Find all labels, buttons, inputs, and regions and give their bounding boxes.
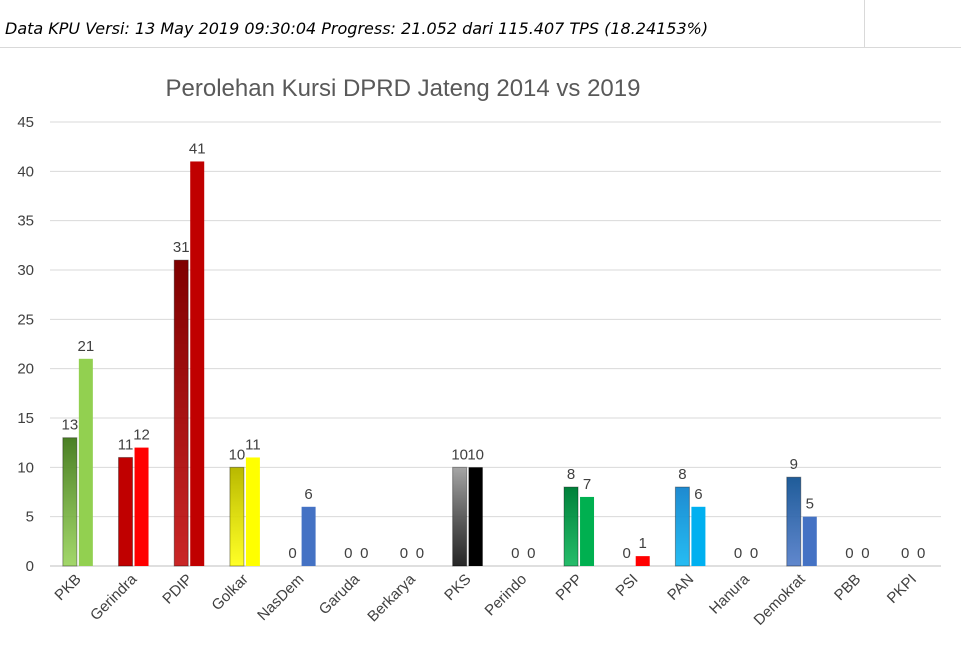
data-label: 0 — [861, 545, 869, 562]
data-label: 13 — [62, 417, 79, 434]
data-label: 9 — [790, 456, 798, 473]
bar — [580, 496, 595, 566]
bar — [245, 457, 260, 566]
data-label: 0 — [527, 545, 535, 562]
x-tick-label: PSI — [612, 571, 641, 600]
data-label: 0 — [750, 545, 758, 562]
x-tick-label: Demokrat — [751, 570, 810, 629]
data-label: 0 — [917, 545, 925, 562]
data-label: 0 — [901, 545, 909, 562]
data-label: 11 — [118, 436, 134, 453]
bar — [563, 486, 579, 567]
data-label: 10 — [451, 446, 468, 463]
x-tick-label: Gerindra — [87, 570, 141, 624]
bar — [301, 506, 316, 566]
x-tick-label: Berkarya — [364, 570, 419, 625]
x-tick-label: PKS — [441, 571, 474, 604]
bar — [173, 259, 189, 567]
bar — [468, 467, 483, 566]
x-tick-label: PDIP — [159, 571, 196, 608]
data-label: 10 — [467, 446, 484, 463]
x-tick-label: PPP — [553, 571, 586, 604]
y-tick-label: 20 — [17, 361, 34, 378]
y-tick-label: 35 — [17, 213, 34, 230]
data-label: 0 — [360, 545, 368, 562]
data-label: 8 — [567, 466, 575, 483]
header-bar: Data KPU Versi: 13 May 2019 09:30:04 Pro… — [0, 0, 961, 48]
x-tick-label: Hanura — [706, 570, 753, 617]
bar — [786, 476, 802, 567]
data-label: 0 — [511, 545, 519, 562]
data-label: 0 — [623, 545, 631, 562]
bar — [802, 516, 817, 566]
data-label: 21 — [78, 338, 95, 355]
y-tick-label: 40 — [17, 163, 34, 180]
x-tick-label: Garuda — [316, 570, 364, 618]
y-tick-label: 0 — [26, 558, 34, 575]
data-label: 0 — [400, 545, 408, 562]
bar — [78, 358, 93, 566]
y-tick-label: 5 — [26, 509, 34, 526]
data-label: 10 — [229, 446, 246, 463]
bar-chart: Perolehan Kursi DPRD Jateng 2014 vs 2019… — [17, 75, 941, 629]
data-label: 7 — [583, 476, 591, 493]
bar — [452, 466, 468, 567]
header-divider — [864, 0, 865, 47]
x-tick-label: PAN — [664, 571, 697, 604]
x-tick-label: Perindo — [482, 571, 531, 620]
data-label: 6 — [694, 486, 702, 503]
bar — [691, 506, 706, 566]
y-tick-label: 30 — [17, 262, 34, 279]
data-label: 41 — [189, 140, 206, 157]
x-tick-label: PBB — [831, 571, 864, 604]
x-tick-label: PKPI — [884, 571, 920, 607]
bar — [635, 556, 650, 566]
data-label: 1 — [639, 535, 647, 552]
y-tick-label: 45 — [17, 114, 34, 131]
data-label: 0 — [734, 545, 742, 562]
data-label: 0 — [344, 545, 352, 562]
data-label: 0 — [845, 545, 853, 562]
y-tick-label: 10 — [17, 459, 34, 476]
chart-container: Perolehan Kursi DPRD Jateng 2014 vs 2019… — [0, 48, 961, 659]
x-tick-label: Golkar — [208, 571, 251, 614]
y-tick-label: 25 — [17, 311, 34, 328]
data-label: 11 — [245, 436, 261, 453]
data-label: 8 — [678, 466, 686, 483]
x-tick-label: NasDem — [254, 571, 307, 624]
bar — [134, 447, 149, 566]
data-label: 6 — [304, 486, 312, 503]
y-tick-label: 15 — [17, 410, 34, 427]
data-label: 12 — [133, 427, 150, 444]
data-label: 5 — [806, 496, 814, 513]
data-label: 31 — [173, 239, 190, 256]
x-tick-label: PKB — [51, 571, 84, 604]
bar — [62, 437, 78, 567]
data-label: 0 — [416, 545, 424, 562]
bar — [674, 486, 690, 567]
data-label: 0 — [288, 545, 296, 562]
bar — [190, 161, 205, 566]
chart-title: Perolehan Kursi DPRD Jateng 2014 vs 2019 — [166, 75, 641, 102]
bar — [118, 456, 134, 567]
bar — [229, 466, 245, 567]
header-text: Data KPU Versi: 13 May 2019 09:30:04 Pro… — [5, 19, 709, 38]
